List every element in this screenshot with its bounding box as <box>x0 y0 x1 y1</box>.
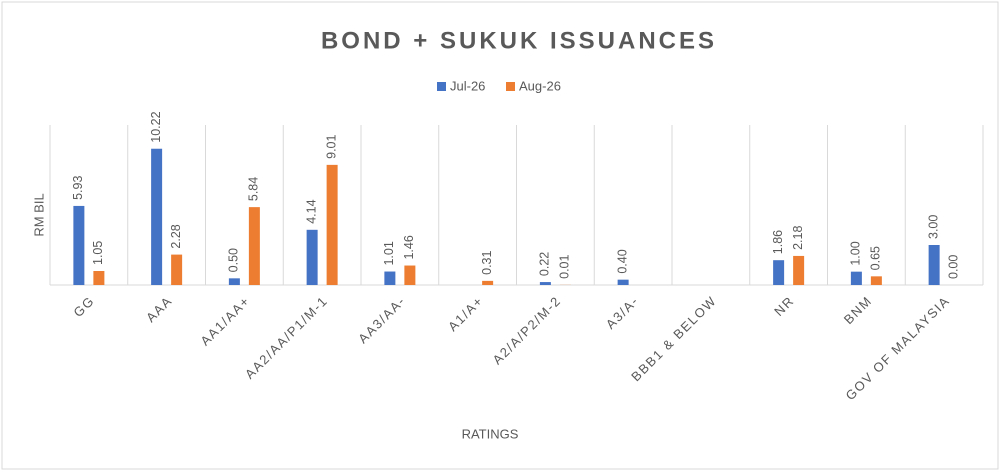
bar <box>539 282 551 285</box>
bar <box>384 271 396 285</box>
value-label: 1.00 <box>849 241 863 265</box>
value-label: 1.01 <box>382 241 396 265</box>
bar <box>73 205 85 285</box>
value-label: 10.22 <box>149 111 163 142</box>
value-label: 2.28 <box>169 224 183 248</box>
value-label: 2.18 <box>791 226 805 250</box>
value-label: 1.46 <box>402 235 416 259</box>
value-label: 0.22 <box>538 252 552 276</box>
bar <box>617 279 629 285</box>
bar <box>773 260 785 285</box>
bar <box>228 278 240 285</box>
value-label: 9.01 <box>324 134 338 158</box>
bar <box>326 164 338 285</box>
value-label: 0.40 <box>615 249 629 273</box>
legend-swatch <box>437 82 446 91</box>
value-label: 0.65 <box>869 246 883 270</box>
value-label: 3.00 <box>926 215 940 239</box>
bar <box>404 265 416 285</box>
bar <box>151 148 163 285</box>
bar <box>306 229 318 285</box>
value-label: 0.00 <box>946 255 960 279</box>
value-label: 0.31 <box>480 250 494 274</box>
chart-title: BOND + SUKUK ISSUANCES <box>321 27 717 54</box>
y-axis-title: RM BIL <box>31 193 46 236</box>
value-label: 1.05 <box>91 241 105 265</box>
bar <box>793 255 805 285</box>
bar <box>248 207 260 285</box>
value-label: 5.84 <box>247 177 261 201</box>
bar <box>928 245 940 285</box>
legend-swatch <box>506 82 515 91</box>
legend-label: Aug-26 <box>519 78 561 93</box>
value-label: 4.14 <box>304 199 318 223</box>
x-axis-title: RATINGS <box>462 426 519 441</box>
legend-label: Jul-26 <box>450 78 485 93</box>
value-label: 5.93 <box>71 176 85 200</box>
value-label: 0.01 <box>558 254 572 278</box>
bar <box>93 271 105 285</box>
bar <box>482 280 494 285</box>
bar <box>171 254 183 285</box>
bar <box>850 271 862 285</box>
bar <box>870 276 882 285</box>
value-label: 0.50 <box>227 248 241 272</box>
value-label: 1.86 <box>771 230 785 254</box>
